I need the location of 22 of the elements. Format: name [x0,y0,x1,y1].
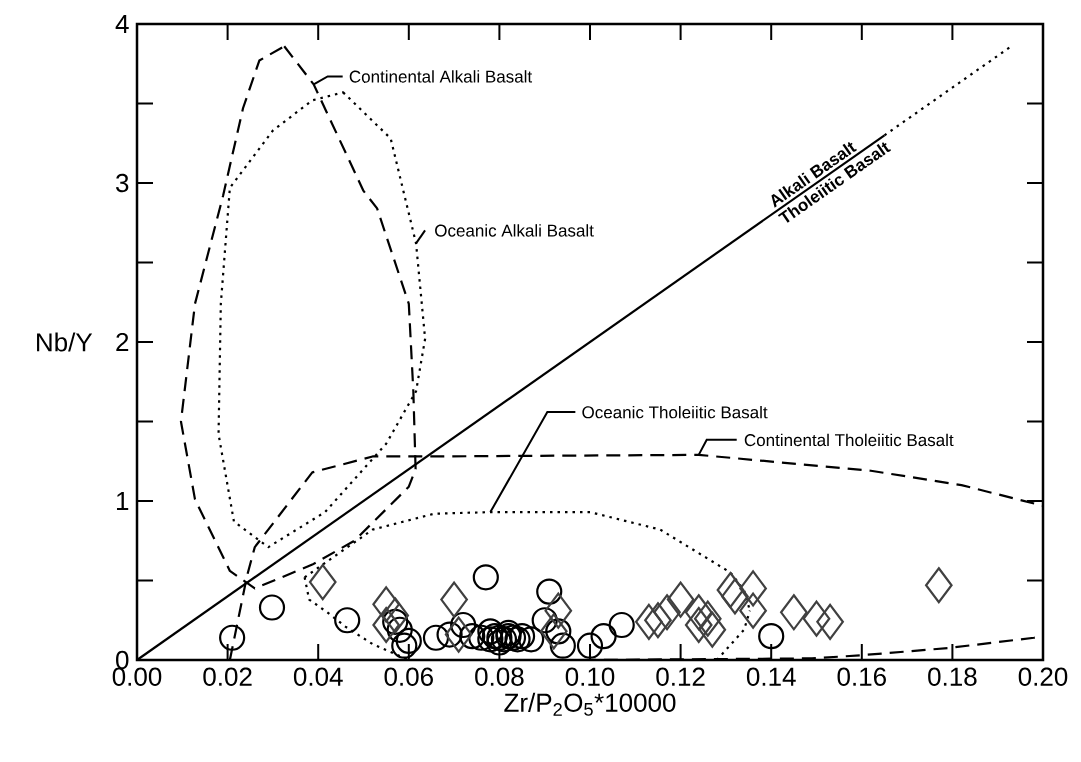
x-tick-label: 0.02 [203,667,252,686]
x-axis-title: Zr/P$_{2}$O$_{5}$*10000 [504,692,676,716]
annotation: Oceanic Tholeiitic Basalt [582,405,768,419]
x-tick-label: 0.00 [112,667,162,686]
x-tick-label: 0.08 [475,667,524,686]
y-tick-label: 4 [115,15,129,33]
annotation: Continental Tholeiitic Basalt [744,433,954,447]
y-tick-label: 2 [116,332,129,352]
x-tick-label: 0.16 [837,667,886,686]
x-tick-label: 0.10 [565,667,615,686]
y-tick-label: 0 [116,650,129,670]
x-tick-label: 0.14 [746,667,796,686]
annotation: Continental Alkali Basalt [349,70,533,83]
y-tick-label: 1 [116,492,129,510]
x-tick-label: 0.12 [656,667,705,686]
x-tick-label: 0.18 [928,667,977,686]
x-tick-label: 0.04 [293,667,343,686]
annotation: Oceanic Alkali Basalt [435,224,594,237]
y-tick-label: 3 [116,173,129,193]
x-tick-label: 0.20 [1018,667,1068,686]
y-axis-title: Nb/Y [37,332,93,352]
x-tick-label: 0.06 [384,667,433,686]
